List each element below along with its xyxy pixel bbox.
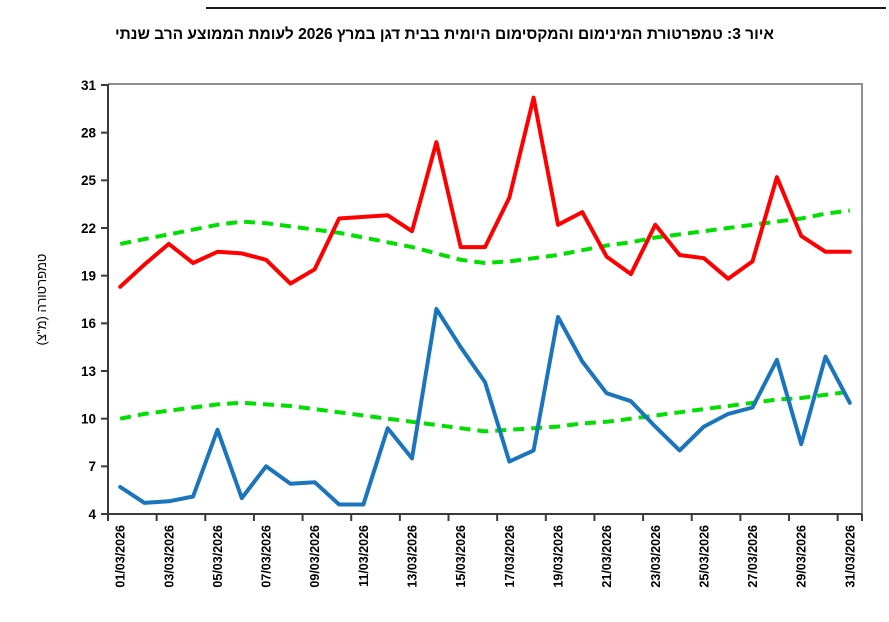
x-tick-label: 19/03/2026 (551, 525, 565, 588)
y-tick-label: 10 (81, 411, 96, 426)
series-line-avg-min-longterm (119, 389, 851, 434)
x-tick-label: 23/03/2026 (649, 525, 663, 588)
x-tick-label: 13/03/2026 (406, 525, 420, 588)
x-tick-label: 31/03/2026 (843, 525, 857, 588)
x-tick-label: 21/03/2026 (600, 525, 614, 588)
series-line-min-temp (118, 307, 852, 507)
x-tick-label: 11/03/2026 (357, 525, 371, 587)
y-tick-label: 4 (88, 507, 96, 522)
y-tick-label: 7 (88, 459, 96, 474)
x-tick-label: 07/03/2026 (260, 525, 274, 588)
y-tick-label: 31 (81, 78, 97, 93)
y-tick-label: 16 (81, 316, 97, 331)
y-tick-label: 28 (81, 125, 97, 140)
page-top-rule (206, 7, 886, 9)
y-axis-title: טמפרטורה (מ"צ) (34, 254, 49, 346)
figure-title: איור 3: טמפרטורת המינימום והמקסימום היומ… (114, 26, 774, 43)
x-tick-label: 15/03/2026 (454, 525, 468, 588)
x-tick-label: 01/03/2026 (114, 525, 128, 588)
y-tick-label: 13 (81, 364, 97, 379)
x-tick-label: 17/03/2026 (503, 525, 517, 588)
x-tick-label: 09/03/2026 (308, 525, 322, 588)
series-line-max-temp (118, 95, 852, 289)
x-tick-label: 05/03/2026 (211, 525, 225, 588)
plot-border (108, 83, 863, 514)
x-tick-label: 03/03/2026 (162, 525, 176, 588)
x-tick-label: 27/03/2026 (746, 525, 760, 588)
x-tick-label: 25/03/2026 (697, 525, 711, 588)
series-line-avg-max-longterm (119, 208, 851, 265)
y-tick-label: 22 (81, 221, 96, 236)
y-tick-label: 25 (81, 173, 97, 188)
y-tick-label: 19 (81, 268, 96, 283)
x-tick-label: 29/03/2026 (795, 525, 809, 588)
